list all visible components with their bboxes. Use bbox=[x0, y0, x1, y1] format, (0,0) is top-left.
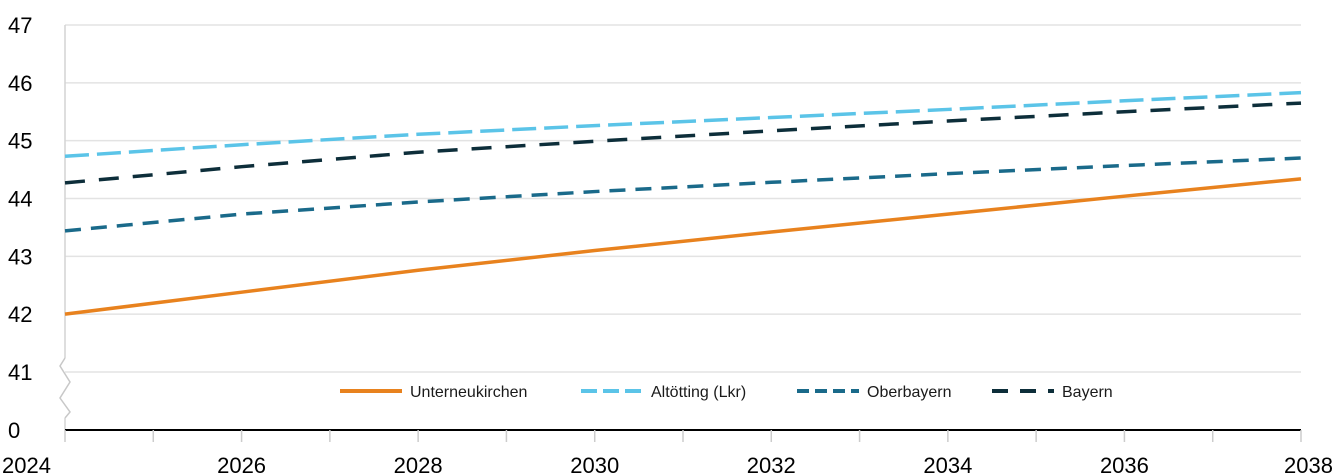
series-line-alt-tting-lkr- bbox=[64, 90, 1302, 159]
x-tick-label: 2028 bbox=[394, 453, 443, 476]
y-tick-label: 41 bbox=[8, 360, 32, 385]
y-tick-label: 42 bbox=[8, 302, 32, 327]
series-line-oberbayern bbox=[64, 156, 1302, 233]
x-tick-label: 2024 bbox=[2, 453, 51, 476]
y-tick-label: 46 bbox=[8, 71, 32, 96]
y-tick-label: 44 bbox=[8, 187, 32, 212]
x-tick-label: 2036 bbox=[1100, 453, 1149, 476]
tick-labels: 2024 2026 2028 2030 2032 2034 2036 2038 0 41 42 43 4… bbox=[2, 13, 1333, 476]
gridlines bbox=[65, 24, 1301, 373]
legend-label: Oberbayern bbox=[867, 384, 952, 401]
axis-break-icon bbox=[59, 357, 71, 419]
series-line-unterneukirchen bbox=[64, 177, 1302, 316]
y-tick-label: 47 bbox=[8, 13, 32, 38]
y-tick-label: 43 bbox=[8, 244, 32, 269]
x-tick-label: 2032 bbox=[747, 453, 796, 476]
y-tick-label: 45 bbox=[8, 129, 32, 154]
legend-label: Unterneukirchen bbox=[410, 384, 527, 401]
legend-label: Altötting (Lkr) bbox=[651, 384, 746, 401]
x-tick-label: 2030 bbox=[570, 453, 619, 476]
x-tick-label: 2034 bbox=[923, 453, 972, 476]
legend: Unterneukirchen Altötting (Lkr) Oberbayern… bbox=[340, 384, 1113, 401]
x-tick-label: 2038 bbox=[1284, 453, 1333, 476]
series-line-bayern bbox=[64, 101, 1302, 185]
legend-label: Bayern bbox=[1062, 384, 1113, 401]
series-lines bbox=[64, 90, 1302, 316]
axes bbox=[59, 25, 1302, 442]
x-tick-label: 2026 bbox=[217, 453, 266, 476]
y-tick-label: 0 bbox=[8, 418, 20, 443]
